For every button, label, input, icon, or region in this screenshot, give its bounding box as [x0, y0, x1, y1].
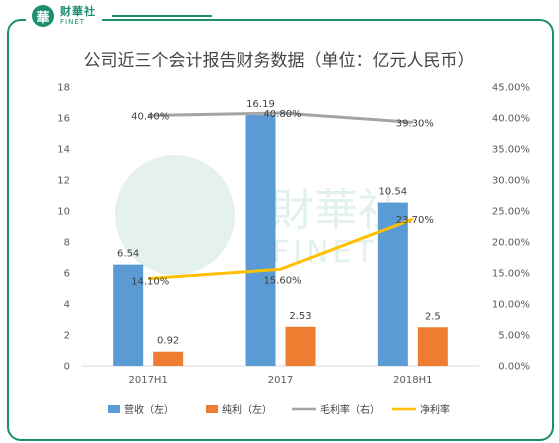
x-tick-label: 2018H1	[393, 375, 432, 386]
line-data-label: 14.10%	[131, 277, 169, 288]
bar	[113, 264, 144, 366]
right-tick-label: 20.00%	[492, 238, 530, 249]
chart-title: 公司近三个会计报告财务数据（单位：亿元人民币）	[84, 51, 475, 71]
series-line	[148, 217, 414, 281]
right-tick-label: 45.00%	[492, 83, 530, 94]
left-tick-label: 4	[64, 300, 70, 311]
legend-label: 纯利（左）	[222, 403, 272, 416]
watermark: 財華社 FINET	[115, 155, 402, 275]
left-tick-label: 0	[64, 362, 70, 373]
x-tick-label: 2017	[268, 375, 293, 386]
watermark-seal	[115, 155, 235, 275]
logo-rule	[112, 15, 212, 17]
left-tick-label: 2	[64, 331, 70, 342]
x-tick-label: 2017H1	[128, 375, 167, 386]
x-axis: 2017H1 2017 2018H1	[128, 375, 432, 386]
lines: 40.40% 40.80% 39.30% 14.10% 15.60% 23.70%	[131, 109, 434, 288]
bar-data-label: 2.5	[425, 311, 441, 322]
legend-swatch	[206, 405, 218, 413]
right-tick-label: 40.00%	[492, 114, 530, 125]
left-tick-label: 6	[64, 269, 70, 280]
legend-label: 毛利率（右）	[320, 403, 380, 416]
bar	[285, 326, 316, 366]
bar	[153, 351, 184, 366]
line-data-label: 40.80%	[263, 109, 301, 120]
brand-name-en: FINET	[60, 18, 86, 26]
legend: 营收（左） 纯利（左） 毛利率（右） 净利率	[108, 403, 450, 416]
legend-swatch	[108, 405, 120, 413]
left-tick-label: 18	[57, 83, 70, 94]
brand-name-cn: 财華社	[60, 5, 96, 18]
right-tick-label: 25.00%	[492, 207, 530, 218]
left-tick-label: 14	[57, 145, 70, 156]
bar-data-label: 0.92	[157, 336, 179, 347]
left-tick-label: 8	[64, 238, 70, 249]
brand-seal: 華	[32, 5, 54, 27]
bar	[245, 115, 276, 367]
line-data-label: 39.30%	[396, 118, 434, 129]
legend-label: 净利率	[420, 403, 450, 416]
bar-data-label: 16.19	[246, 99, 275, 110]
left-tick-label: 10	[57, 207, 70, 218]
series-line	[148, 111, 413, 124]
right-tick-label: 10.00%	[492, 300, 530, 311]
bar-data-label: 2.53	[289, 311, 311, 322]
bar-data-label: 10.54	[379, 187, 408, 198]
right-tick-label: 15.00%	[492, 269, 530, 280]
right-tick-label: 0.00%	[498, 362, 530, 373]
left-tick-label: 12	[57, 176, 70, 187]
line-data-label: 23.70%	[396, 215, 434, 226]
bar-data-label: 6.54	[117, 249, 139, 260]
right-tick-label: 35.00%	[492, 145, 530, 156]
right-tick-label: 30.00%	[492, 176, 530, 187]
left-axis: 0 2 4 6 8 10 12 14 16 18	[57, 83, 70, 373]
left-tick-label: 16	[57, 114, 70, 125]
brand-logo: 華 财華社 FINET	[26, 3, 102, 29]
legend-label: 营收（左）	[124, 403, 174, 416]
line-data-label: 40.40%	[131, 112, 169, 123]
bar	[417, 327, 448, 366]
bars: 6.54 16.19 10.54 0.92 2.53 2.5	[113, 99, 448, 367]
line-data-label: 15.60%	[263, 275, 301, 286]
right-tick-label: 5.00%	[498, 331, 530, 342]
right-axis: 0.00% 5.00% 10.00% 15.00% 20.00% 25.00% 30.00%…	[492, 83, 530, 373]
chart-frame	[7, 19, 554, 441]
